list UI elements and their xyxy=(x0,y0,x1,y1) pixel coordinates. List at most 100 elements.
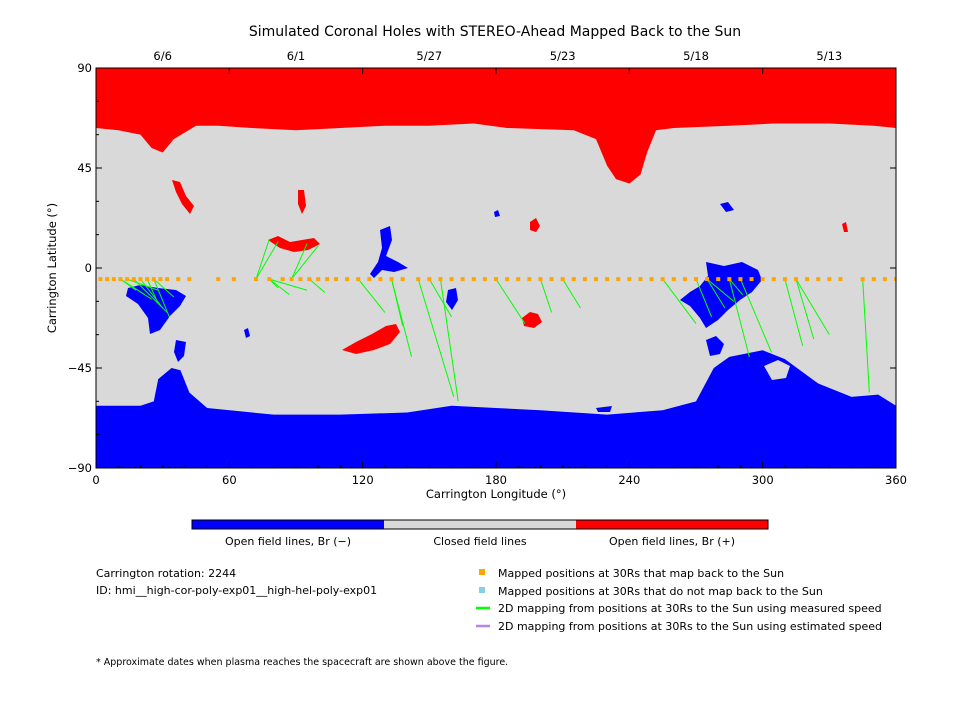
mapping-line xyxy=(120,278,152,300)
top-date-label: 5/13 xyxy=(816,49,842,63)
mapped-position-point xyxy=(894,277,896,282)
mapped-position-point xyxy=(231,277,236,282)
red-hole-lon40 xyxy=(172,180,194,214)
mapped-position-point xyxy=(389,277,394,282)
mapped-position-point xyxy=(471,277,476,282)
mapping-line xyxy=(255,238,270,280)
colorbar-label-positive: Open field lines, Br (+) xyxy=(609,535,735,548)
mapping-line xyxy=(269,278,308,291)
mapped-position-point xyxy=(682,277,687,282)
mapped-position-point xyxy=(882,277,887,282)
mapping-line xyxy=(391,278,413,358)
mapped-position-point xyxy=(158,277,163,282)
y-axis-label: Carrington Latitude (°) xyxy=(45,203,59,333)
mapped-position-point xyxy=(187,277,192,282)
footnote: * Approximate dates when plasma reaches … xyxy=(96,657,508,668)
mapping-line xyxy=(439,279,459,402)
mapping-line xyxy=(795,278,830,335)
mapping-line xyxy=(862,279,870,393)
mapped-position-point xyxy=(151,277,156,282)
mapped-position-point xyxy=(716,277,721,282)
mapping-line xyxy=(695,278,713,318)
blue-hole-lon290 xyxy=(720,202,734,212)
mapped-position-point xyxy=(749,277,754,282)
map-area xyxy=(96,68,896,468)
mapped-position-point xyxy=(627,277,632,282)
x-tick-label: 300 xyxy=(752,473,774,487)
mapped-position-point xyxy=(105,277,110,282)
x-tick-label: 0 xyxy=(92,473,99,487)
mapping-lines xyxy=(120,238,870,402)
north-polar-hole xyxy=(96,68,896,184)
mapped-position-point xyxy=(516,277,521,282)
mapped-position-point xyxy=(827,277,832,282)
mapped-position-point xyxy=(871,277,876,282)
mapped-position-point xyxy=(111,277,116,282)
mapping-line xyxy=(255,241,279,280)
x-tick-label: 60 xyxy=(222,473,237,487)
mapped-position-point xyxy=(267,277,272,282)
mapped-position-point xyxy=(494,277,498,282)
mapped-position-point xyxy=(216,277,221,282)
mapping-line xyxy=(784,278,804,346)
mapped-position-point xyxy=(400,277,405,282)
mapped-position-point xyxy=(649,277,654,282)
legend-marker-unmapped xyxy=(479,587,485,593)
mapped-position-point xyxy=(334,277,338,282)
mapping-line xyxy=(662,278,697,324)
mapped-position-point xyxy=(298,277,303,282)
y-tick-label: 90 xyxy=(77,61,92,75)
colorbar-segment-positive xyxy=(576,520,768,529)
mapped-position-point xyxy=(345,277,350,282)
legend-label-measured: 2D mapping from positions at 30Rs to the… xyxy=(498,602,882,615)
mapping-line xyxy=(728,278,750,358)
mapped-position-point xyxy=(794,277,798,282)
mapped-position-point xyxy=(289,277,294,282)
mapped-position-point xyxy=(805,277,810,282)
closed-field-islands xyxy=(764,344,804,380)
mapped-position-point xyxy=(427,277,432,282)
mapped-position-point xyxy=(527,277,532,282)
mapping-line xyxy=(140,278,164,309)
mapped-position-point xyxy=(325,277,330,282)
mapped-position-point xyxy=(98,277,103,282)
mapped-position-point xyxy=(616,277,621,282)
y-tick-label: 45 xyxy=(77,161,92,175)
mapped-position-point xyxy=(594,277,598,282)
mapped-position-point xyxy=(505,277,510,282)
mapping-line xyxy=(539,278,553,313)
mapped-position-point xyxy=(449,277,454,282)
mapped-position-point xyxy=(560,277,565,282)
y-tick-label: 0 xyxy=(85,261,92,275)
mapped-position-point xyxy=(605,277,610,282)
mapped-points xyxy=(98,277,896,282)
blue-hole-lon250 xyxy=(596,406,612,412)
mapped-position-point xyxy=(176,277,181,282)
mapped-position-point xyxy=(145,277,150,282)
mapped-position-point xyxy=(760,277,765,282)
mapped-position-point xyxy=(638,277,643,282)
blue-hole-lon280-lower xyxy=(706,336,724,356)
x-tick-label: 120 xyxy=(352,473,374,487)
blue-hole-lon130 xyxy=(370,226,408,278)
red-hole-lon90 xyxy=(268,236,320,252)
x-tick-label: 360 xyxy=(885,473,907,487)
legend-marker-mapped xyxy=(479,569,485,575)
legend-label-mapped: Mapped positions at 30Rs that map back t… xyxy=(498,567,784,580)
mapping-line xyxy=(133,278,168,313)
mapping-line xyxy=(417,278,455,398)
mapping-line xyxy=(728,278,744,295)
mapping-line xyxy=(706,278,726,309)
mapped-position-point xyxy=(838,277,843,282)
mapping-line xyxy=(562,278,581,309)
red-hole-lon195-lower xyxy=(522,312,542,328)
mapped-position-point xyxy=(694,277,698,282)
colorbar-label-negative: Open field lines, Br (−) xyxy=(225,535,351,548)
mapped-position-point xyxy=(660,277,665,282)
mapped-position-point xyxy=(860,277,865,282)
mapped-position-point xyxy=(438,277,443,282)
legend-label-unmapped: Mapped positions at 30Rs that do not map… xyxy=(498,585,823,598)
blue-hole-lon180 xyxy=(494,210,500,217)
blue-hole-lon30 xyxy=(126,285,186,334)
mapped-position-point xyxy=(705,277,710,282)
